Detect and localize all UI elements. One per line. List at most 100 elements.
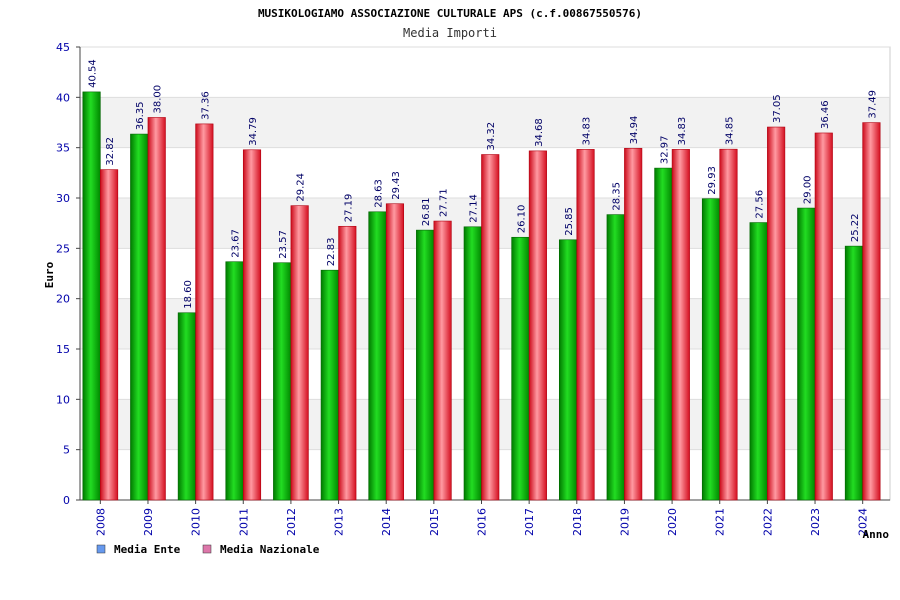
legend-swatch-media-nazionale	[202, 544, 212, 554]
x-tick-label: 2012	[285, 508, 298, 536]
bar-label-media-nazionale: 34.83	[582, 117, 593, 146]
bar-label-media-nazionale: 27.19	[343, 194, 354, 223]
bar-media-nazionale	[719, 148, 738, 501]
bar-label-media-nazionale: 36.46	[820, 100, 831, 129]
x-tick-label: 2021	[714, 508, 727, 536]
bar-label-media-nazionale: 34.83	[677, 117, 688, 146]
bar-label-media-ente: 26.81	[421, 197, 432, 226]
bar-media-nazionale	[147, 117, 166, 501]
bar-label-media-ente: 25.22	[850, 213, 861, 242]
bar-label-media-ente: 18.60	[183, 280, 194, 309]
bar-label-media-nazionale: 29.43	[391, 171, 402, 200]
bar-media-ente	[368, 211, 387, 501]
x-tick-label: 2009	[142, 508, 155, 536]
legend-swatch-media-ente	[96, 544, 106, 554]
x-axis-ticks: 2008 2009 2010 2011 2012 2013 2014 2015 2016 2017…	[94, 500, 870, 536]
x-tick-label: 2010	[190, 508, 203, 536]
x-tick-label: 2022	[761, 508, 774, 536]
x-tick-label: 2017	[523, 508, 536, 536]
bar-media-ente	[654, 167, 673, 501]
bar-media-nazionale	[481, 154, 500, 501]
x-tick-label: 2023	[809, 508, 822, 536]
bar-media-nazionale	[195, 123, 214, 501]
bar-label-media-nazionale: 34.79	[248, 117, 259, 146]
bar-label-media-ente: 22.83	[326, 238, 337, 267]
bar-label-media-ente: 27.14	[469, 194, 480, 223]
bar-label-media-nazionale: 37.36	[200, 91, 211, 120]
bar-label-media-ente: 26.10	[516, 205, 527, 234]
bar-media-ente	[511, 236, 530, 501]
y-tick-label: 0	[63, 494, 70, 507]
bar-label-media-ente: 25.85	[564, 207, 575, 236]
bar-media-ente	[749, 222, 768, 501]
bar-label-media-ente: 23.57	[278, 230, 289, 259]
bar-media-nazionale	[814, 132, 833, 501]
x-tick-label: 2011	[237, 508, 250, 536]
bar-label-media-nazionale: 27.71	[439, 188, 450, 217]
x-tick-label: 2020	[666, 508, 679, 536]
bar-media-nazionale	[624, 147, 643, 501]
legend-label-media-nazionale: Media Nazionale	[220, 543, 320, 556]
bar-value-labels: 40.54 32.82 36.35 38.00 18.60 37.36 23.67 34.79…	[88, 59, 879, 309]
bar-media-nazionale	[100, 169, 119, 501]
bar-media-nazionale	[290, 205, 309, 501]
y-tick-label: 40	[56, 91, 70, 104]
bar-label-media-ente: 40.54	[88, 59, 99, 88]
bar-label-media-nazionale: 29.24	[296, 173, 307, 202]
bar-label-media-nazionale: 37.05	[772, 94, 783, 123]
bar-media-nazionale	[242, 149, 262, 501]
plot-band	[80, 97, 890, 148]
bar-media-ente	[797, 207, 816, 501]
y-axis-label: Euro	[43, 261, 56, 288]
y-tick-label: 15	[56, 343, 70, 356]
bar-label-media-nazionale: 34.32	[486, 122, 497, 151]
bar-media-ente	[416, 229, 435, 501]
bar-label-media-ente: 28.63	[373, 179, 384, 208]
bar-media-nazionale	[767, 126, 786, 501]
bar-media-nazionale	[528, 150, 547, 501]
bar-media-nazionale	[862, 122, 881, 501]
bar-media-ente	[320, 269, 339, 501]
bar-label-media-ente: 27.56	[755, 190, 766, 219]
bar-label-media-ente: 32.97	[659, 135, 670, 164]
bar-label-media-ente: 29.93	[707, 166, 718, 195]
bar-media-ente	[463, 226, 482, 501]
bar-label-media-ente: 28.35	[612, 182, 623, 211]
x-tick-label: 2019	[618, 508, 631, 536]
chart-title: MUSIKOLOGIAMO ASSOCIAZIONE CULTURALE APS…	[258, 7, 642, 20]
bar-label-media-nazionale: 34.94	[629, 116, 640, 145]
bar-media-ente	[844, 245, 863, 501]
plot-band	[80, 47, 890, 98]
bar-media-nazionale	[576, 149, 595, 501]
bars	[82, 91, 881, 501]
x-axis-label: Anno	[863, 528, 890, 541]
bar-media-ente	[130, 133, 149, 501]
bar-label-media-ente: 29.00	[802, 175, 813, 204]
x-tick-label: 2024	[857, 508, 870, 536]
bar-label-media-ente: 36.35	[135, 101, 146, 130]
y-tick-label: 10	[56, 393, 70, 406]
x-tick-label: 2013	[333, 508, 346, 536]
bar-media-nazionale	[338, 225, 357, 501]
bar-media-ente	[701, 198, 721, 501]
x-tick-label: 2014	[380, 508, 393, 536]
y-tick-label: 25	[56, 242, 70, 255]
y-tick-label: 20	[56, 293, 70, 306]
bar-label-media-nazionale: 37.49	[867, 90, 878, 119]
bar-media-ente	[177, 312, 196, 501]
bar-media-ente	[558, 239, 578, 501]
y-tick-label: 35	[56, 142, 70, 155]
bar-label-media-ente: 23.67	[231, 229, 242, 258]
legend: Media Ente Media Nazionale	[96, 543, 320, 556]
chart-subtitle: Media Importi	[403, 26, 497, 40]
bar-label-media-nazionale: 34.68	[534, 118, 545, 147]
bar-label-media-nazionale: 32.82	[105, 137, 116, 166]
x-tick-label: 2015	[428, 508, 441, 536]
x-tick-label: 2008	[94, 508, 107, 536]
bar-media-ente	[273, 262, 292, 501]
x-tick-label: 2018	[571, 508, 584, 536]
bar-media-nazionale	[671, 149, 690, 501]
bar-media-ente	[606, 214, 625, 501]
bar-media-ente	[82, 91, 101, 501]
